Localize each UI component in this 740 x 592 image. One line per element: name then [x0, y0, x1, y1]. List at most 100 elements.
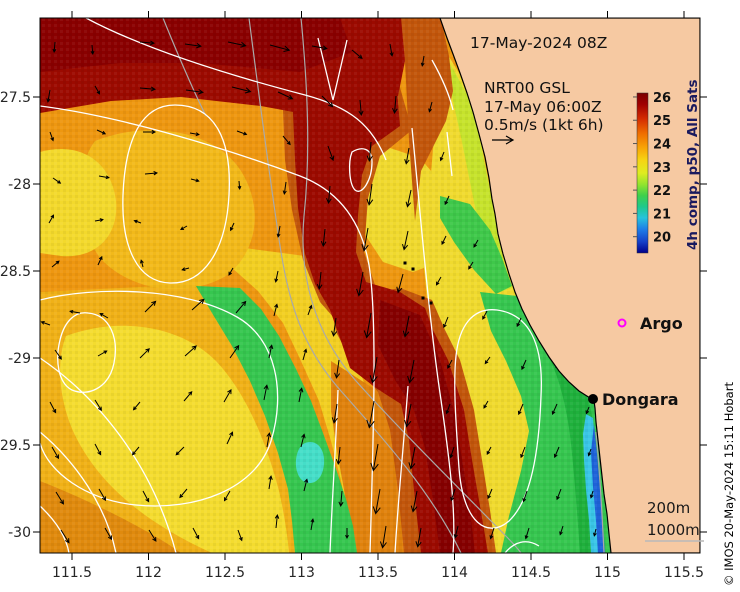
- sea-level-contour: [57, 312, 116, 393]
- bathymetry-contour: [248, 18, 462, 553]
- velocity-scale-arrow-icon: [492, 135, 515, 145]
- current-arrow: [46, 89, 51, 103]
- y-tick-label: -28: [8, 177, 31, 193]
- x-tick-label: 112.5: [205, 565, 245, 581]
- current-arrow: [402, 315, 410, 338]
- current-arrow: [148, 529, 157, 542]
- current-arrow: [55, 491, 64, 505]
- current-arrow: [60, 529, 70, 544]
- current-arrow: [521, 359, 527, 371]
- axis-ticks: 111.5 112 112.5 113 113.5 114 114.5 115 115.5 -27…: [0, 11, 707, 581]
- bathymetry-contour: [162, 18, 207, 117]
- bathymetry-contour: [300, 18, 522, 553]
- current-arrow: [445, 403, 451, 415]
- current-arrow: [175, 446, 185, 456]
- current-arrow: [489, 527, 495, 540]
- current-arrow: [229, 344, 240, 359]
- current-arrow: [274, 270, 279, 283]
- land-polygon: [439, 18, 700, 553]
- dongara-label: Dongara: [602, 390, 679, 409]
- current-arrow: [408, 446, 416, 470]
- island-dot: [403, 261, 407, 265]
- y-tick-label: -29.5: [0, 438, 31, 454]
- current-arrow: [184, 42, 202, 49]
- sea-level-contour: [85, 18, 387, 161]
- current-arrow: [363, 312, 372, 339]
- current-arrow: [184, 345, 197, 357]
- island-dot: [411, 267, 415, 271]
- current-arrow: [192, 527, 200, 540]
- current-arrow: [358, 99, 364, 117]
- bathymetry-contours-layer: [162, 18, 605, 553]
- annotation-line1: NRT00 GSL: [484, 79, 570, 97]
- current-arrow: [487, 488, 493, 500]
- current-arrow: [392, 95, 398, 114]
- current-arrow: [321, 95, 334, 108]
- current-arrow: [223, 388, 232, 403]
- current-arrow: [486, 446, 492, 455]
- current-arrow: [237, 529, 243, 542]
- y-tick-label: -30: [8, 525, 31, 541]
- current-arrow: [144, 171, 159, 176]
- current-arrow: [516, 317, 522, 328]
- current-arrow: [236, 130, 248, 136]
- x-tick-label: 112: [135, 565, 162, 581]
- current-arrow: [389, 43, 394, 57]
- annotation-line2: 17-May 06:00Z: [484, 98, 602, 116]
- current-arrow: [559, 525, 564, 536]
- colorbar-ticks: 26 25 24 23 22 21 20: [633, 91, 671, 246]
- y-tick-label: -29: [8, 351, 31, 367]
- current-arrow: [517, 403, 524, 416]
- current-arrow: [181, 267, 190, 271]
- current-arrow: [300, 433, 306, 448]
- current-arrow: [131, 446, 140, 456]
- current-arrow: [139, 348, 150, 359]
- current-arrow: [482, 310, 488, 320]
- current-arrow: [276, 225, 281, 238]
- bathymetry-contour: [595, 431, 605, 553]
- current-arrow: [379, 525, 387, 549]
- sea-level-contour: [317, 37, 348, 101]
- dongara-marker: Dongara: [588, 390, 679, 409]
- sea-level-contour: [40, 105, 375, 553]
- sea-level-contour: [504, 541, 540, 553]
- current-arrow: [282, 135, 291, 146]
- x-tick-label: 114.5: [511, 565, 551, 581]
- current-arrow: [226, 431, 234, 445]
- current-arrow: [189, 132, 200, 137]
- sea-level-contour: [394, 385, 409, 553]
- current-arrow: [132, 401, 141, 411]
- argo-label: Argo: [640, 314, 683, 333]
- current-arrow: [520, 446, 526, 459]
- current-arrow: [54, 349, 62, 360]
- current-arrow: [142, 490, 150, 503]
- sea-level-contour: [122, 104, 230, 284]
- current-arrow: [94, 218, 104, 222]
- current-arrow: [473, 239, 479, 248]
- colorbar-tick-label: 25: [653, 114, 671, 129]
- island-dot: [429, 301, 433, 305]
- current-arrow: [98, 175, 110, 180]
- x-tick-label: 115: [594, 565, 621, 581]
- current-arrow: [303, 478, 309, 492]
- plot-frame: [39, 17, 701, 554]
- current-arrow: [228, 267, 234, 276]
- current-arrow: [266, 432, 272, 448]
- current-arrow: [230, 222, 235, 232]
- current-arrow: [52, 41, 57, 54]
- current-arrow: [97, 350, 108, 357]
- current-arrow: [370, 443, 379, 472]
- current-arrow: [587, 448, 592, 457]
- current-arrow: [298, 387, 304, 403]
- current-arrow: [139, 86, 157, 92]
- current-arrow: [185, 88, 204, 95]
- current-arrow: [140, 259, 144, 268]
- current-arrow: [327, 145, 335, 162]
- sea-level-contour: [446, 131, 453, 177]
- y-tick-label: -27.5: [0, 90, 31, 106]
- current-arrow: [404, 403, 412, 428]
- current-arrow: [51, 260, 60, 268]
- current-arrow: [99, 312, 109, 319]
- current-arrow: [223, 490, 231, 502]
